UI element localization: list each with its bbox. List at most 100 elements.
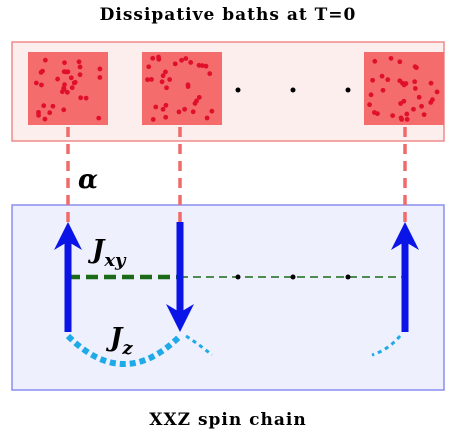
- chain-ellipsis: [235, 274, 351, 280]
- bath-particle: [33, 80, 39, 86]
- bath-particle: [42, 116, 48, 122]
- bath-particle: [411, 106, 416, 112]
- zz-bond: [185, 334, 213, 357]
- bath-particle: [39, 82, 44, 88]
- bath-particle: [397, 59, 403, 65]
- bath-particle: [160, 106, 166, 112]
- bath-particle: [380, 87, 386, 93]
- bath-particle: [179, 57, 184, 63]
- bath-particle: [50, 103, 56, 109]
- zz-bond: [65, 333, 183, 367]
- bath-particle: [372, 58, 378, 64]
- bath-particle: [421, 112, 427, 118]
- bath-particle: [419, 103, 424, 109]
- bath-particle: [401, 82, 407, 88]
- bath-particle: [96, 115, 102, 121]
- symbol: J: [105, 323, 124, 353]
- spins: [54, 222, 419, 332]
- bath-particle: [379, 73, 385, 79]
- bath-particle: [209, 108, 215, 114]
- bath-particle: [149, 77, 154, 82]
- coupling-label: α: [78, 165, 98, 195]
- bath-particle: [172, 61, 178, 67]
- bath-particle: [390, 113, 396, 119]
- anisotropy-label: Jz: [105, 323, 133, 359]
- subscript: z: [121, 338, 133, 359]
- bath-particle: [388, 55, 394, 61]
- bath-particle: [194, 98, 199, 104]
- bath-particle: [36, 112, 41, 118]
- bath-particle: [163, 114, 169, 120]
- bath-particle: [69, 85, 75, 91]
- bath-particle: [397, 78, 403, 84]
- bath-particle: [41, 103, 47, 109]
- bath-particle: [42, 57, 48, 63]
- bath-particle: [370, 77, 376, 83]
- bath-particle: [188, 60, 194, 65]
- bath-particle: [404, 111, 410, 117]
- bath-particle: [182, 106, 187, 112]
- bath-particle: [428, 80, 434, 86]
- bath-particle: [76, 59, 82, 65]
- bath-particle: [434, 89, 440, 95]
- bath-particle: [368, 92, 374, 98]
- bath-particle: [207, 71, 213, 77]
- bath-particle: [63, 69, 69, 75]
- hopping-label: Jxy: [87, 235, 127, 271]
- bath-particle: [428, 100, 434, 105]
- bath-particle: [77, 72, 83, 78]
- bath-particle: [413, 65, 419, 71]
- bath-particle: [196, 94, 202, 100]
- bath-particle: [404, 116, 410, 122]
- bath-particle: [176, 109, 182, 115]
- caption: XXZ spin chain: [149, 410, 306, 430]
- zz-bond: [371, 335, 402, 357]
- bath-particle: [185, 84, 191, 89]
- bath-particle: [150, 55, 156, 61]
- bath-particle: [62, 60, 67, 66]
- bath-particle: [78, 95, 84, 101]
- bath-particle: [146, 64, 152, 70]
- bath-particle: [160, 73, 166, 79]
- bath-particle: [156, 54, 161, 60]
- bath-particle: [375, 111, 380, 117]
- bath: [142, 52, 222, 125]
- bath-particle: [164, 85, 169, 91]
- bath-particle: [204, 115, 210, 121]
- bath-particle: [163, 102, 169, 108]
- bath-particle: [385, 77, 391, 83]
- symbol: J: [87, 235, 106, 265]
- bath-particle: [183, 56, 189, 61]
- bath: [28, 52, 108, 125]
- bath-particle: [153, 104, 159, 110]
- bath-particle: [159, 79, 165, 85]
- bath-particle: [150, 117, 156, 122]
- bath-particle: [97, 66, 103, 72]
- bath-particle: [401, 98, 407, 104]
- bath-particle: [64, 89, 70, 95]
- bath-particle: [83, 95, 89, 101]
- bath-particle: [61, 107, 67, 113]
- chain-panel: [11, 204, 445, 391]
- bath-particle: [163, 69, 168, 75]
- bath-particle: [167, 77, 173, 82]
- bath-particle: [145, 77, 150, 83]
- bath-particle: [399, 117, 405, 122]
- bath-particle: [40, 68, 45, 74]
- bath-particle: [416, 94, 422, 100]
- bath-particle: [203, 63, 209, 69]
- bath-particle: [412, 86, 418, 91]
- bath-particle: [199, 63, 205, 69]
- bath-particle: [68, 75, 74, 81]
- bath-particle: [190, 109, 196, 115]
- bath-particle: [47, 110, 53, 116]
- bath-particle: [97, 75, 103, 80]
- baths: [28, 52, 444, 125]
- bath-particle: [412, 79, 418, 85]
- bath-ellipsis: [235, 87, 351, 93]
- bath-particle: [55, 76, 61, 82]
- bath-particle: [367, 102, 372, 108]
- bath-particle: [62, 82, 67, 88]
